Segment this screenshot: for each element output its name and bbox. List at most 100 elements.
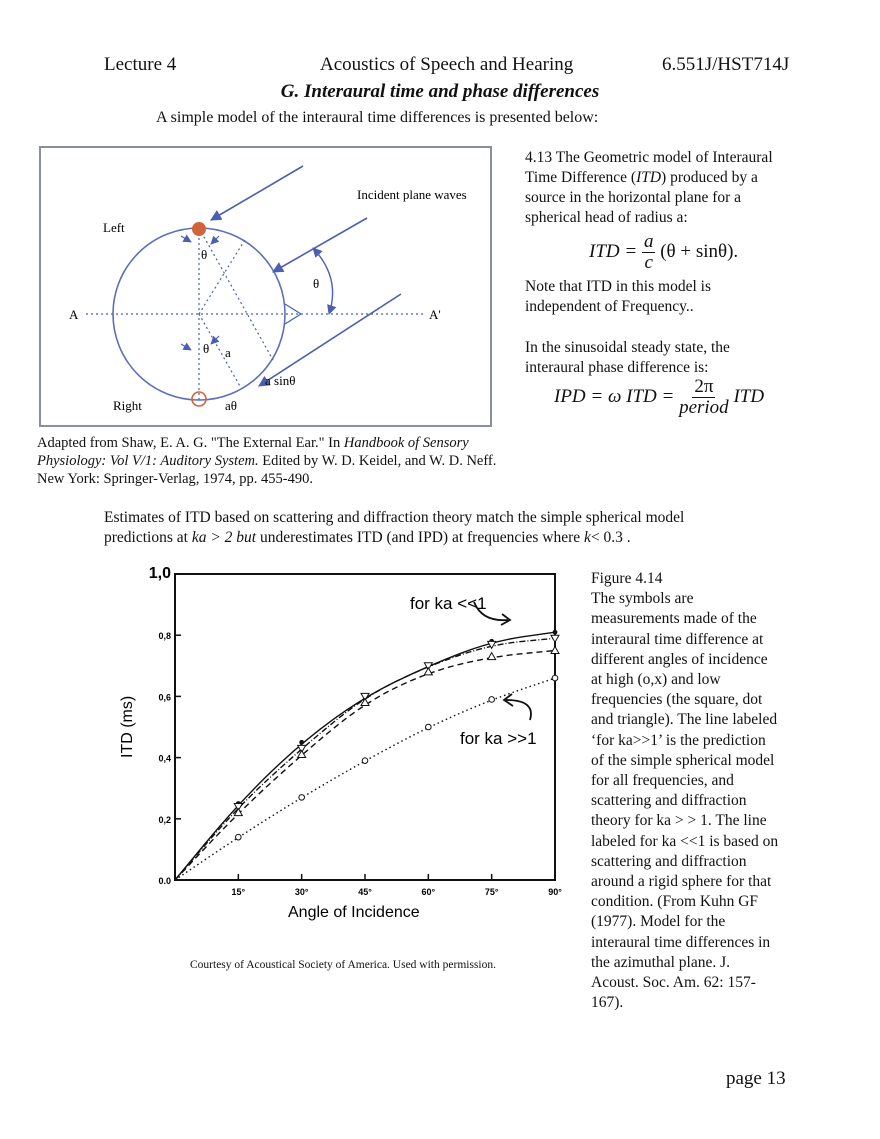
data-point	[550, 645, 560, 654]
radius-a-label: a	[225, 345, 231, 360]
data-point	[233, 807, 244, 817]
data-point	[298, 794, 305, 801]
geometric-model-diagram: Incident plane waves Left Right A A' θ θ…	[39, 146, 492, 427]
data-point	[299, 739, 305, 745]
data-point	[360, 692, 370, 702]
frequency-note: Note that ITD in this model is independe…	[525, 278, 711, 315]
radius-line-lower	[198, 313, 242, 389]
wave-arrow-top	[210, 165, 304, 221]
caption-line: scattering and diffraction	[591, 792, 747, 810]
diagram-citation: Adapted from Shaw, E. A. G. "The Externa…	[37, 435, 497, 487]
estimates-paragraph: Estimates of ITD based on scattering and…	[104, 509, 685, 546]
model-description: 4.13 The Geometric model of Interaural T…	[525, 148, 825, 228]
small-arrow-4	[210, 335, 220, 345]
desc-line-3: source in the horizontal plane for a	[525, 189, 742, 206]
annotation-arrowhead-2	[502, 693, 514, 707]
caption-line: measurements made of the	[591, 610, 757, 628]
data-point	[551, 674, 559, 682]
a-right-label: A'	[429, 307, 441, 322]
caption-line: interaural time difference at	[591, 630, 764, 648]
caption-line: and triangle). The line labeled	[591, 711, 778, 729]
caption-line: labeled for ka <<1 is based on	[591, 832, 779, 850]
series-line	[174, 677, 556, 881]
theta-label-arc: θ	[313, 276, 319, 291]
data-point	[488, 696, 495, 703]
theta-arc	[312, 247, 337, 315]
data-point	[361, 757, 369, 764]
desc-line-1: 4.13 The Geometric model of Interaural	[525, 149, 773, 166]
data-point	[552, 629, 558, 635]
caption-line: frequencies (the square, dot	[591, 691, 763, 709]
desc-line-4: spherical head of radius a:	[525, 209, 688, 226]
x-tick-label: 75°	[485, 887, 499, 897]
y-axis-label: ITD (ms)	[119, 696, 136, 758]
x-tick-label: 90°	[548, 887, 562, 897]
caption-line: (1977). Model for the	[591, 913, 726, 931]
caption-line: Acoust. Soc. Am. 62: 157-	[591, 974, 756, 992]
annotation-ka-small: for ka <<1	[410, 594, 487, 613]
data-point	[486, 640, 497, 650]
x-tick-label: 15°	[232, 887, 246, 897]
data-point	[550, 634, 560, 644]
angle-wedge	[284, 303, 303, 325]
data-point	[423, 666, 434, 676]
desc-line-2: Time Difference (ITD) produced by a	[525, 169, 758, 186]
header-course-title: Acoustics of Speech and Hearing	[320, 54, 574, 75]
y-tick-label: 0,2	[158, 815, 171, 825]
caption-line: Figure 4.14	[591, 570, 663, 587]
header-lecture: Lecture 4	[104, 54, 177, 75]
figure-caption: Figure 4.14 The symbols are measurements m…	[591, 569, 811, 1013]
series-line	[174, 649, 556, 881]
steady-state-note: In the sinusoidal steady state, the inte…	[525, 339, 730, 376]
series-line	[174, 631, 556, 881]
data-point	[296, 749, 307, 759]
caption-line: condition. (From Kuhn GF	[591, 893, 759, 911]
series-points	[233, 629, 560, 841]
data-point	[296, 744, 307, 754]
small-arrow-3	[180, 342, 192, 351]
left-label: Left	[103, 220, 125, 235]
caption-line: for all frequencies, and	[591, 772, 734, 790]
y-tick-label: 0,8	[158, 631, 171, 641]
diagram-svg: Incident plane waves Left Right A A' θ θ…	[69, 165, 467, 413]
data-point	[425, 723, 432, 731]
theta-label-bottom: θ	[203, 341, 209, 356]
annotation-ka-large: for ka >>1	[460, 729, 537, 748]
x-tick-label: 60°	[422, 887, 436, 897]
right-ear-marker	[191, 391, 207, 407]
annotation-arrowhead-1	[500, 613, 512, 626]
caption-line: different angles of incidence	[591, 650, 768, 668]
a-theta-label: aθ	[225, 398, 237, 413]
x-axis-label: Angle of Incidence	[288, 904, 420, 921]
y-tick-label: 0.0	[158, 876, 171, 886]
caption-line: around a rigid sphere for that	[591, 873, 772, 891]
section-title: G. Interaural time and phase differences	[280, 81, 600, 102]
a-left-label: A	[69, 307, 79, 322]
data-point	[360, 697, 370, 707]
wave-arrow-middle	[272, 217, 368, 273]
annotation-arrow-1	[473, 601, 509, 622]
incident-label: Incident plane waves	[357, 187, 467, 202]
wave-arrow-bottom	[258, 293, 402, 387]
itd-chart: 0.0 0,2 0,4 0,6 0,8 1,0 15° 30° 45° 60° 75° 90° fo…	[119, 565, 562, 921]
small-arrow-2	[210, 235, 220, 245]
caption-line: The symbols are	[591, 590, 694, 608]
caption-line: ‘for ka>>1’ is the prediction	[591, 731, 766, 749]
caption-line: the azimuthal plane. J.	[591, 953, 731, 971]
caption-line: of the simple spherical model	[591, 751, 775, 769]
header-course-number: 6.551J/HST714J	[662, 54, 790, 75]
theta-label-top: θ	[201, 247, 207, 262]
y-axis-ticks: 0.0 0,2 0,4 0,6 0,8 1,0	[149, 565, 181, 886]
intro-text: A simple model of the interaural time di…	[156, 109, 599, 126]
series-line	[174, 637, 556, 881]
data-point	[233, 803, 244, 812]
left-ear-marker	[192, 222, 206, 236]
caption-line: at high (o,x) and low	[591, 671, 721, 689]
caption-line: theory for ka > > 1. The line	[591, 812, 767, 830]
page-number: page 13	[726, 1068, 786, 1089]
small-arrow-1	[180, 234, 192, 243]
y-tick-label: 1,0	[149, 565, 171, 582]
caption-line: interaural time differences in	[591, 933, 771, 951]
data-point	[235, 833, 242, 841]
